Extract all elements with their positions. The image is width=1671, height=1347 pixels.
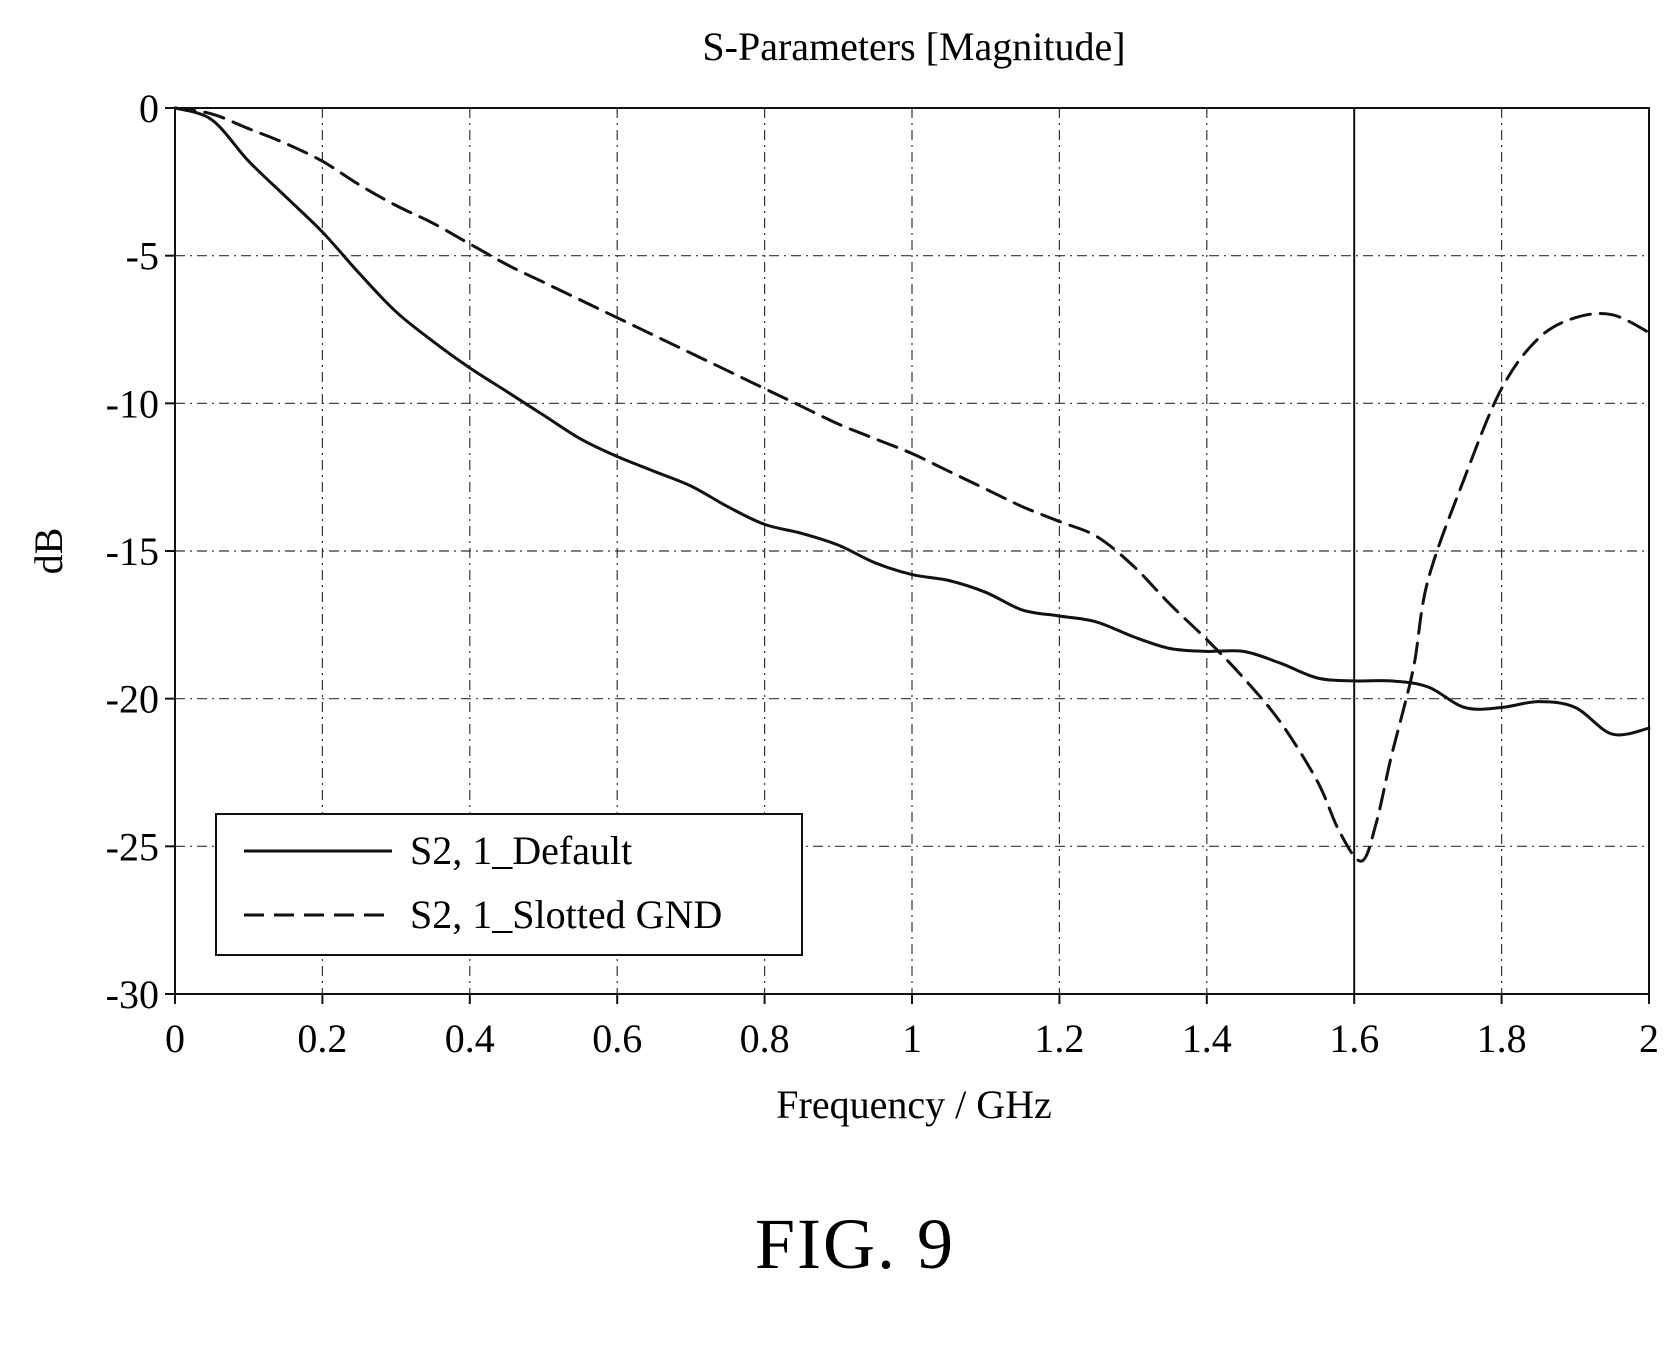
- x-tick-label: 2: [1639, 1016, 1659, 1061]
- series-line-default: [173, 106, 1651, 737]
- legend-label-slotted-gnd: S2, 1_Slotted GND: [410, 892, 722, 937]
- legend-label-default: S2, 1_Default: [410, 828, 632, 873]
- x-tick-label: 1.2: [1034, 1016, 1084, 1061]
- x-axis-ticks: 0 0.2 0.4 0.6 0.8 1 1.2 1.4 1.6 1.8 2: [165, 994, 1659, 1061]
- y-tick-label: -10: [106, 381, 159, 426]
- chart-title: S-Parameters [Magnitude]: [702, 24, 1125, 69]
- y-tick-label: -15: [106, 529, 159, 574]
- y-axis-label: dB: [26, 528, 71, 575]
- legend-box: [215, 813, 803, 956]
- figure-caption: FIG. 9: [755, 1204, 955, 1284]
- x-tick-label: 0.4: [445, 1016, 495, 1061]
- x-tick-label: 0.6: [592, 1016, 642, 1061]
- x-tick-label: 1.4: [1182, 1016, 1232, 1061]
- series-line-slotted-gnd: [173, 106, 1651, 863]
- y-tick-label: -5: [126, 234, 159, 279]
- series-lines: [173, 106, 1651, 863]
- x-tick-label: 0.2: [297, 1016, 347, 1061]
- y-tick-label: -30: [106, 972, 159, 1017]
- legend: S2, 1_Default S2, 1_Slotted GND: [215, 813, 803, 956]
- x-axis-label: Frequency / GHz: [776, 1082, 1051, 1127]
- x-tick-label: 1.8: [1477, 1016, 1527, 1061]
- x-tick-label: 0: [165, 1016, 185, 1061]
- x-tick-label: 1.6: [1329, 1016, 1379, 1061]
- y-tick-label: -25: [106, 824, 159, 869]
- x-tick-label: 0.8: [740, 1016, 790, 1061]
- y-axis-ticks: 0 -5 -10 -15 -20 -25 -30: [106, 86, 175, 1017]
- y-tick-label: 0: [139, 86, 159, 131]
- x-tick-label: 1: [902, 1016, 922, 1061]
- y-tick-label: -20: [106, 677, 159, 722]
